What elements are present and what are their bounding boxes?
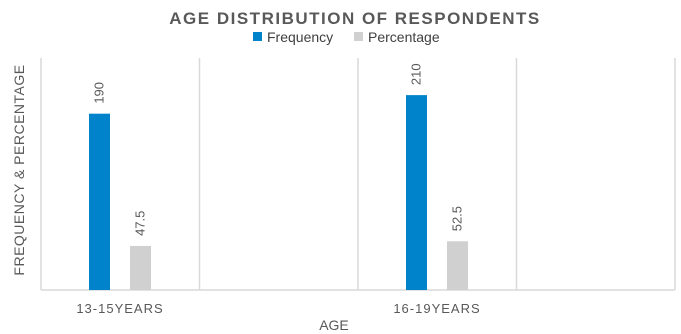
x-tick-16-19: 16-19YEARS <box>393 301 480 316</box>
bar-percentage-1 <box>130 245 151 290</box>
data-label-frequency-2: 210 <box>409 63 424 85</box>
data-label-percentage-2: 52.5 <box>450 206 465 231</box>
bar-percentage-2 <box>447 241 468 290</box>
y-axis-title: FREQUENCY & PERCENTAGE <box>11 64 27 275</box>
legend-swatch-frequency <box>253 32 262 41</box>
bars <box>89 95 468 291</box>
data-labels: 190 47.5 210 52.5 <box>92 63 465 236</box>
bar-frequency-1 <box>89 113 110 291</box>
data-label-percentage-1: 47.5 <box>133 211 148 236</box>
chart-title: AGE DISTRIBUTION OF RESPONDENTS <box>169 9 540 28</box>
data-label-frequency-1: 190 <box>92 82 107 104</box>
x-tick-13-15: 13-15YEARS <box>76 301 163 316</box>
legend-label-percentage: Percentage <box>368 29 440 45</box>
legend-label-frequency: Frequency <box>267 29 333 45</box>
legend-swatch-percentage <box>354 32 363 41</box>
legend: Frequency Percentage <box>253 29 440 45</box>
grid-lines <box>40 58 676 290</box>
bar-frequency-2 <box>406 95 427 291</box>
x-axis-title: AGE <box>319 317 349 333</box>
